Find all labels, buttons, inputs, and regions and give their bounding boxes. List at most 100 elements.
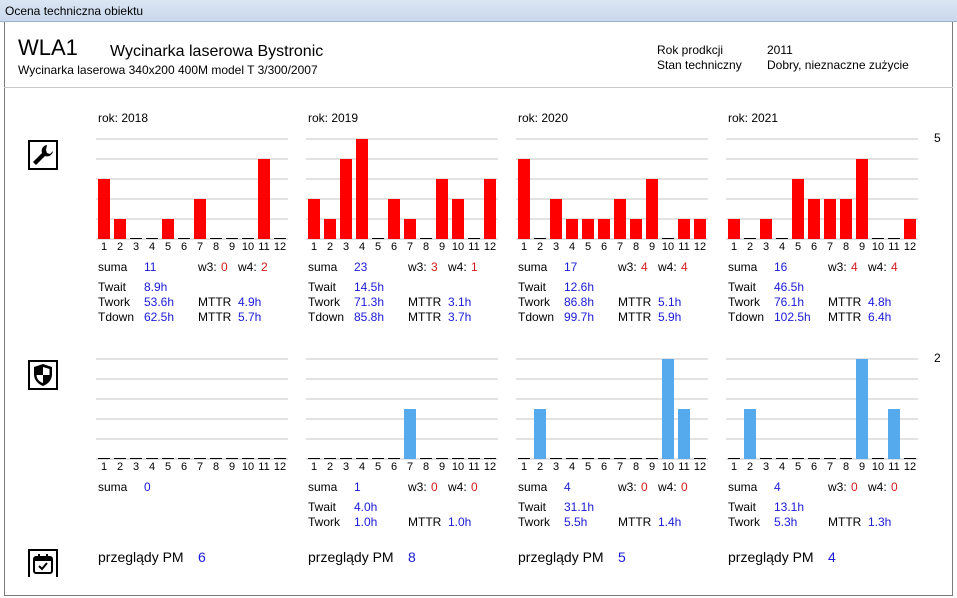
tick-label: 12 [904, 461, 916, 473]
tick-label: 9 [229, 241, 235, 253]
pm-value-2020: 5 [618, 549, 626, 565]
tick-label: 6 [601, 241, 607, 253]
tick-label: 12 [904, 241, 916, 253]
prod-year-label: Rok prodkcji [657, 43, 724, 57]
bar-month-5 [792, 179, 804, 239]
year-title-2018: rok: 2018 [98, 111, 149, 125]
w3-value: 0 [431, 480, 438, 494]
w4-value: 4 [891, 260, 898, 274]
failures-chart-2018: 1 2 3 4 5 6 7 8 9 10 11 12 [96, 138, 288, 253]
w3-label: w3: [618, 260, 637, 274]
tick-label: 8 [213, 461, 219, 473]
wrench-icon [28, 140, 58, 170]
tick-label: 6 [811, 241, 817, 253]
suma-value: 0 [144, 480, 151, 494]
bar-month-11 [258, 159, 270, 239]
calendar-check-icon [28, 549, 58, 577]
tick-label: 2 [537, 241, 543, 253]
tick-label: 7 [617, 241, 623, 253]
tick-label: 11 [888, 461, 899, 473]
w4-value: 2 [261, 260, 268, 274]
tick-label: 9 [859, 461, 865, 473]
failures-chart-2021: 1 2 3 4 5 6 7 8 9 10 11 12 [726, 138, 918, 253]
tick-label: 4 [149, 461, 155, 473]
bar-month-9 [436, 179, 448, 239]
tick-label: 7 [407, 461, 413, 473]
w4-value: 0 [891, 480, 898, 494]
tick-label: 11 [888, 241, 899, 253]
twait-value: 8.9h [144, 280, 168, 294]
mttr-label: MTTR [618, 310, 652, 324]
pm-value-2018: 6 [198, 549, 206, 565]
mttr-label: MTTR [198, 310, 232, 324]
w4-value: 0 [471, 480, 478, 494]
tick-label: 2 [747, 461, 753, 473]
year-title-2021: rok: 2021 [728, 111, 779, 125]
tick-label: 1 [101, 241, 107, 253]
mttr-label: MTTR [618, 295, 652, 309]
bar-month-11 [678, 219, 690, 239]
twork-label: Twork [518, 295, 551, 309]
w3-label: w3: [828, 260, 847, 274]
w3-value: 4 [851, 260, 858, 274]
tick-label: 6 [391, 461, 397, 473]
w3-value: 0 [641, 480, 648, 494]
mttr-value: 4.8h [868, 295, 892, 309]
mttr-label: MTTR [408, 310, 442, 324]
mttr-value: 4.9h [238, 295, 262, 309]
w3-value: 3 [431, 260, 438, 274]
suma-value: 11 [144, 260, 157, 274]
tdown-value: 62.5h [144, 310, 175, 324]
pm-label-2021: przeglądy PM [728, 549, 814, 565]
bar-month-9 [646, 179, 658, 239]
suma-value: 23 [354, 260, 368, 274]
tick-label: 6 [391, 241, 397, 253]
bar-month-2 [114, 219, 126, 239]
condition-label: Stan techniczny [657, 58, 742, 72]
w4-label: w4: [658, 260, 677, 274]
tick-label: 2 [117, 241, 123, 253]
suma-label: suma [728, 480, 758, 494]
tick-label: 1 [311, 461, 317, 473]
pm-value-2019: 8 [408, 549, 416, 565]
twait-label: Twait [98, 280, 127, 294]
twork-value: 71.3h [354, 295, 385, 309]
bar-month-11 [678, 409, 690, 459]
tick-label: 1 [521, 241, 527, 253]
tick-label: 5 [165, 241, 171, 253]
tick-label: 7 [827, 241, 833, 253]
bar-month-2 [324, 219, 336, 239]
tick-label: 1 [101, 461, 107, 473]
mttr-label: MTTR [828, 310, 862, 324]
machine-code: WLA1 [18, 35, 78, 60]
tick-label: 9 [649, 461, 655, 473]
twork-value: 5.3h [774, 515, 798, 529]
twait-label: Twait [308, 280, 337, 294]
tick-label: 9 [439, 241, 445, 253]
tick-label: 8 [423, 461, 429, 473]
mttr-label: MTTR [828, 295, 862, 309]
w3-label: w3: [408, 480, 427, 494]
tick-label: 8 [633, 241, 639, 253]
tick-label: 1 [731, 241, 737, 253]
tick-label: 3 [343, 461, 349, 473]
tick-label: 10 [872, 461, 884, 473]
tick-label: 10 [452, 241, 464, 253]
mttr-label: MTTR [408, 515, 442, 529]
prod-year-value: 2011 [767, 43, 793, 57]
failures-ymax-label: 5 [934, 131, 941, 145]
preventive-chart-2018: 1 2 3 4 5 6 7 8 9 10 11 12 [96, 358, 288, 473]
tick-label: 4 [569, 241, 575, 253]
bar-month-6 [598, 219, 610, 239]
w4-label: w4: [868, 480, 887, 494]
mttr-value: 5.1h [658, 295, 682, 309]
w4-label: w4: [658, 480, 677, 494]
mttr-label: MTTR [828, 515, 862, 529]
header-divider [4, 87, 953, 88]
twork-label: Twork [308, 515, 341, 529]
tick-label: 5 [375, 241, 381, 253]
tick-label: 7 [827, 461, 833, 473]
tdown-label: Tdown [728, 310, 765, 324]
tdown-value: 85.8h [354, 310, 385, 324]
twork-value: 1.0h [354, 515, 378, 529]
